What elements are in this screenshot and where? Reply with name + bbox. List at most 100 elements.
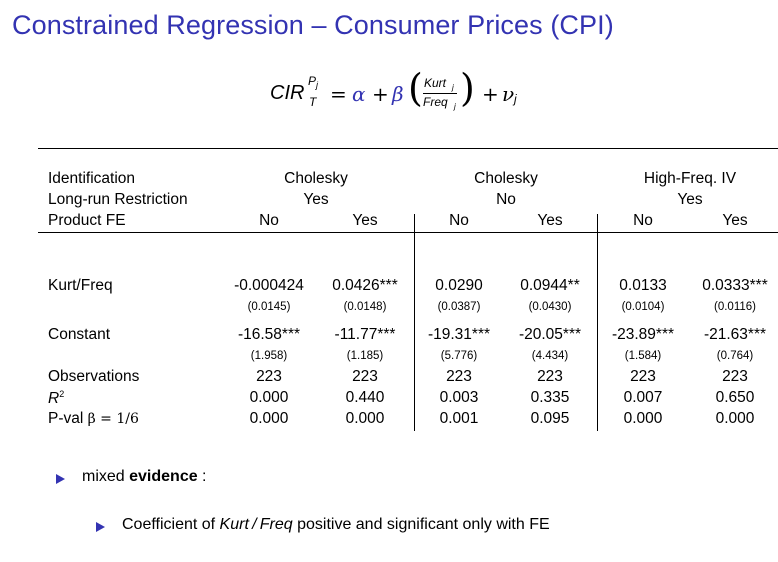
group-3-identification: High-Freq. IV bbox=[643, 170, 737, 187]
formula-lhs-sub: T bbox=[309, 95, 317, 109]
p-value-col-5: 0.000 bbox=[623, 410, 663, 427]
product-fe-col-4: Yes bbox=[537, 212, 563, 229]
r-squared-col-6: 0.650 bbox=[715, 389, 755, 406]
row-label-constant: Constant bbox=[48, 326, 111, 343]
regression-formula: CIR P j T = α + β ( Kurt j Freq j ) + ν … bbox=[268, 62, 538, 122]
kurt-freq-col-3: 0.0290 bbox=[435, 277, 483, 294]
group-2-long-run: No bbox=[496, 191, 516, 208]
formula-numerator: Kurt bbox=[424, 76, 447, 90]
constant-col-1: -16.58*** bbox=[237, 326, 301, 343]
group-1-long-run: Yes bbox=[303, 191, 329, 208]
bullet-1-suffix: : bbox=[197, 468, 207, 485]
header-label-product-fe: Product FE bbox=[48, 212, 126, 229]
header-label-long-run: Long-run Restriction bbox=[48, 191, 188, 208]
constant-se-col-1: (1.958) bbox=[250, 350, 288, 362]
slide-title: Constrained Regression – Consumer Prices… bbox=[12, 10, 614, 40]
formula-nu-sub: j bbox=[514, 92, 517, 106]
r-squared-col-3: 0.003 bbox=[439, 389, 479, 406]
column-separator-1 bbox=[414, 214, 415, 431]
p-value-col-2: 0.000 bbox=[345, 410, 385, 427]
kurt-freq-col-2: 0.0426*** bbox=[332, 277, 398, 294]
observations-col-6: 223 bbox=[722, 368, 748, 385]
r-squared-col-4: 0.335 bbox=[530, 389, 570, 406]
r-squared-symbol: R bbox=[48, 390, 60, 408]
kurt-freq-col-1: -0.000424 bbox=[234, 277, 304, 294]
formula-equals: = bbox=[330, 82, 347, 106]
kurt-freq-se-col-1: (0.0145) bbox=[247, 301, 291, 313]
row-label-r-squared: R2 bbox=[48, 389, 64, 408]
row-label-observations: Observations bbox=[48, 368, 140, 385]
constant-se-col-5: (1.584) bbox=[624, 350, 662, 362]
product-fe-col-2: Yes bbox=[352, 212, 378, 229]
product-fe-col-3: No bbox=[449, 212, 469, 229]
bullet-2-suffix: positive and significant only with FE bbox=[292, 516, 550, 533]
kurt-freq-se-col-5: (0.0104) bbox=[621, 301, 665, 313]
product-fe-col-1: No bbox=[259, 212, 279, 229]
observations-col-3: 223 bbox=[446, 368, 472, 385]
group-1-identification: Cholesky bbox=[284, 170, 348, 187]
regression-table: Identification Long-run Restriction Prod… bbox=[38, 148, 778, 433]
kurt-freq-col-6: 0.0333*** bbox=[702, 277, 768, 294]
formula-denominator: Freq bbox=[423, 95, 448, 109]
product-fe-col-6: Yes bbox=[722, 212, 748, 229]
p-value-label: P-val bbox=[48, 410, 88, 427]
constant-se-col-6: (0.764) bbox=[716, 350, 754, 362]
header-label-identification: Identification bbox=[48, 170, 136, 187]
bullet-1-emphasis: evidence bbox=[129, 468, 198, 485]
observations-col-4: 223 bbox=[537, 368, 563, 385]
bullet-marker-2 bbox=[96, 522, 105, 532]
observations-col-5: 223 bbox=[630, 368, 656, 385]
formula-denominator-sub: j bbox=[454, 102, 456, 111]
observations-col-2: 223 bbox=[352, 368, 378, 385]
r-squared-col-1: 0.000 bbox=[249, 389, 289, 406]
constant-se-col-4: (4.434) bbox=[531, 350, 569, 362]
constant-col-3: -19.31*** bbox=[427, 326, 491, 343]
bullet-marker-1 bbox=[56, 474, 65, 484]
kurt-freq-col-5: 0.0133 bbox=[619, 277, 667, 294]
column-separator-2 bbox=[597, 214, 598, 431]
p-value-col-1: 0.000 bbox=[249, 410, 289, 427]
constant-se-col-2: (1.185) bbox=[346, 350, 384, 362]
group-3-long-run: Yes bbox=[677, 191, 703, 208]
kurt-freq-se-col-2: (0.0148) bbox=[343, 301, 387, 313]
constant-col-4: -20.05*** bbox=[518, 326, 582, 343]
formula-plus-2: + bbox=[482, 82, 499, 106]
r-squared-exponent: 2 bbox=[59, 389, 65, 399]
formula-beta: β bbox=[392, 82, 404, 106]
r-squared-col-2: 0.440 bbox=[345, 389, 385, 406]
formula-lhs-sup-sub: j bbox=[316, 80, 318, 90]
bullet-2-italic: Kurt / Freq bbox=[219, 516, 293, 533]
formula-numerator-sub: j bbox=[452, 83, 454, 92]
p-value-col-3: 0.001 bbox=[439, 410, 479, 427]
formula-right-paren: ) bbox=[460, 66, 475, 110]
kurt-freq-se-col-6: (0.0116) bbox=[714, 301, 756, 313]
bullet-2-prefix: Coefficient of bbox=[122, 516, 220, 533]
observations-col-1: 223 bbox=[256, 368, 282, 385]
p-value-hypothesis: β = 1/6 bbox=[87, 411, 139, 427]
bullet-item-2: Coefficient of Kurt / Freq positive and … bbox=[122, 516, 550, 534]
kurt-freq-se-col-3: (0.0387) bbox=[437, 301, 481, 313]
formula-fraction-bar bbox=[423, 93, 457, 94]
constant-col-5: -23.89*** bbox=[611, 326, 675, 343]
product-fe-col-5: No bbox=[633, 212, 653, 229]
p-value-col-4: 0.095 bbox=[530, 410, 570, 427]
r-squared-col-5: 0.007 bbox=[623, 389, 663, 406]
formula-nu: ν bbox=[502, 82, 515, 106]
formula-left-paren: ( bbox=[408, 66, 423, 110]
table-top-rule bbox=[38, 148, 778, 149]
kurt-freq-se-col-4: (0.0430) bbox=[528, 301, 572, 313]
constant-col-6: -21.63*** bbox=[703, 326, 767, 343]
table-header-rule bbox=[38, 232, 778, 233]
bullet-item-1: mixed evidence : bbox=[82, 468, 207, 486]
group-2-identification: Cholesky bbox=[474, 170, 538, 187]
bullet-1-prefix: mixed bbox=[82, 468, 130, 485]
row-label-kurt-freq: Kurt/Freq bbox=[48, 277, 113, 294]
formula-plus-1: + bbox=[372, 82, 389, 106]
p-value-col-6: 0.000 bbox=[715, 410, 755, 427]
kurt-freq-col-4: 0.0944** bbox=[520, 277, 580, 294]
formula-lhs-sup: P bbox=[308, 74, 317, 88]
constant-col-2: -11.77*** bbox=[334, 326, 396, 343]
formula-lhs-base: CIR bbox=[270, 82, 305, 104]
row-label-p-value: P-val β = 1/6 bbox=[48, 410, 139, 428]
formula-alpha: α bbox=[352, 82, 366, 106]
